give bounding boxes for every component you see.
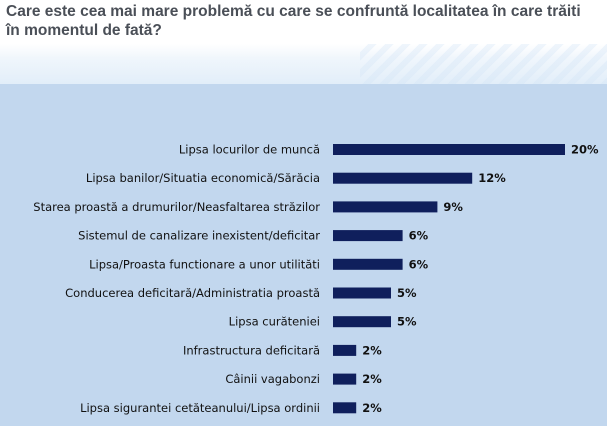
bar: [333, 172, 473, 184]
category-label: Lipsa sigurantei cetăteanului/Lipsa ordi…: [80, 401, 320, 415]
category-label: Starea proastă a drumurilor/Neasfaltarea…: [33, 200, 320, 214]
value-label: 9%: [443, 200, 463, 214]
bar: [333, 373, 357, 385]
bar: [333, 144, 565, 155]
category-label: Câinii vagabonzi: [225, 372, 320, 386]
value-label: 2%: [362, 372, 382, 386]
value-label: 12%: [478, 171, 506, 185]
bar: [333, 230, 403, 242]
value-label: 2%: [362, 401, 382, 415]
value-label: 2%: [362, 343, 382, 357]
chart-title: Care este cea mai mare problemă cu care …: [6, 3, 581, 39]
category-label: Lipsa/Proasta functionare a unor utilită…: [89, 257, 320, 271]
value-label: 6%: [409, 229, 429, 243]
value-label: 20%: [571, 143, 599, 157]
title-band: [0, 44, 607, 84]
category-label: Sistemul de canalizare inexistent/defici…: [78, 229, 320, 243]
value-label: 5%: [397, 286, 417, 300]
bar: [333, 344, 357, 356]
bar: [333, 402, 357, 414]
category-label: Lipsa banilor/Situatia economică/Sărăcia: [86, 171, 320, 185]
category-label: Lipsa curăteniei: [229, 315, 320, 329]
value-label: 6%: [409, 257, 429, 271]
bar: [333, 316, 391, 328]
bar: [333, 287, 391, 299]
category-label: Conducerea deficitară/Administratia proa…: [65, 286, 320, 300]
value-label: 5%: [397, 315, 417, 329]
bar: [333, 201, 438, 213]
chart-panel: [0, 84, 607, 426]
category-label: Infrastructura deficitară: [183, 343, 320, 357]
bar: [333, 258, 403, 270]
category-label: Lipsa locurilor de muncă: [179, 143, 320, 157]
